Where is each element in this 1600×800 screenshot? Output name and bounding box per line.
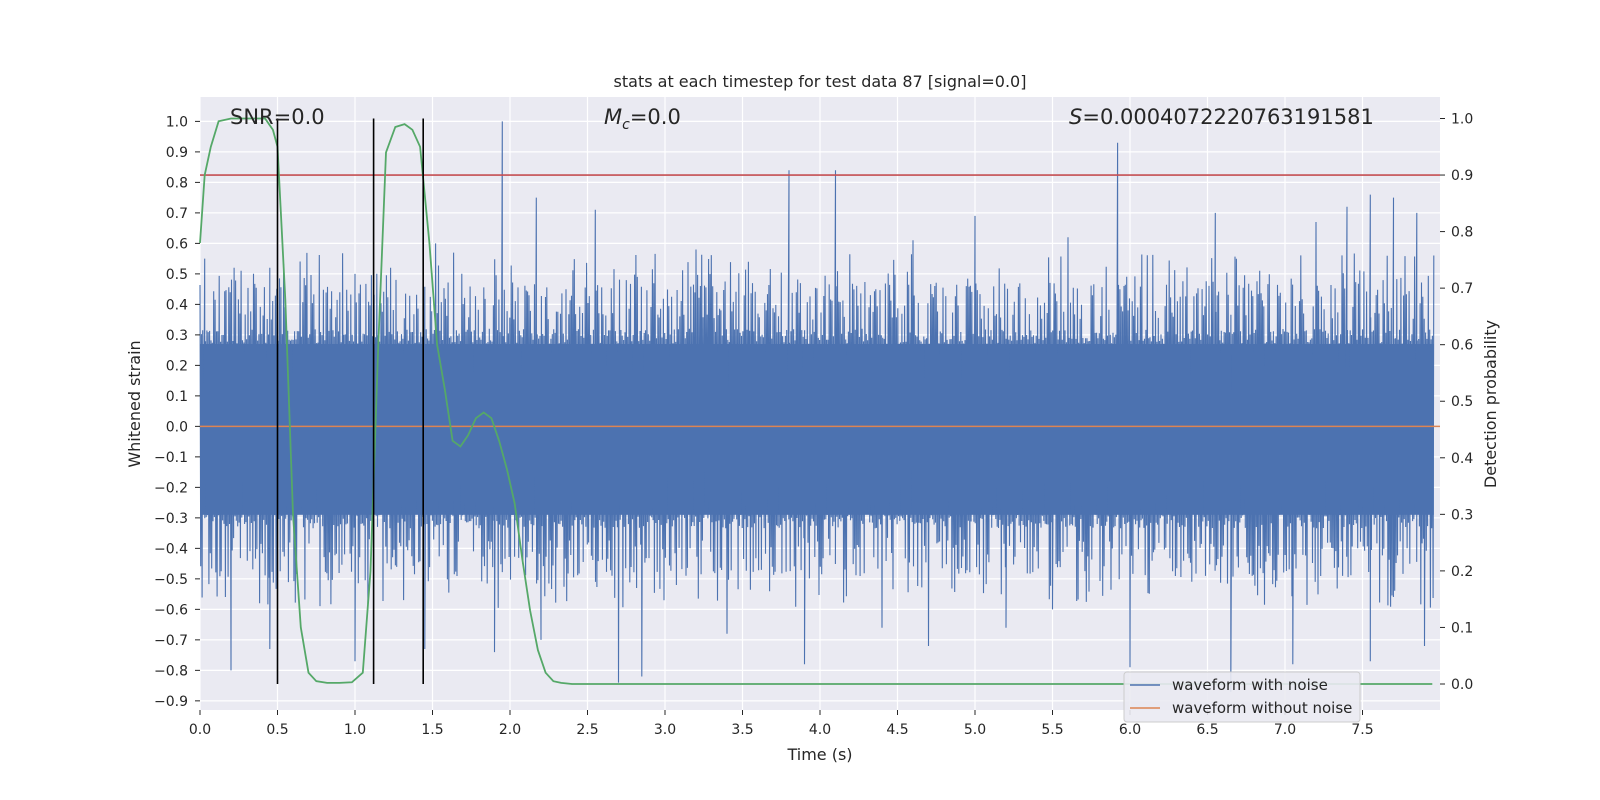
legend-box (1123, 671, 1361, 723)
chart-title: stats at each timestep for test data 87 … (614, 72, 1027, 91)
y-axis-label: Whitened strain (125, 340, 144, 467)
y2-axis-label: Detection probability (1481, 320, 1500, 488)
y-tick-label-14: 0.5 (166, 267, 188, 283)
x-axis-label: Time (s) (786, 745, 852, 764)
y2-tick-label-9: 0.9 (1451, 168, 1473, 184)
y-tick-label-9: 0.0 (166, 419, 188, 435)
snr-annotation: SNR=0.0 (230, 105, 325, 129)
series-detection-probability (199, 117, 1433, 685)
axis-ticks: 0.0 0.5 1.0 1.5 2.0 2.5 3.0 3.5 4.0 4.5 5.0 5.5 6.0 6… (154, 111, 1473, 738)
x-tick-label-14: 7.0 (1274, 722, 1296, 738)
y-tick-label-7: −0.2 (154, 480, 188, 496)
vertical-markers (276, 118, 425, 684)
y-tick-label-3: −0.6 (154, 602, 188, 618)
chirp-mass-subscript: c (622, 117, 630, 133)
x-tick-label-12: 6.0 (1119, 722, 1141, 738)
chirp-mass-value: =0.0 (630, 105, 681, 129)
y-tick-label-17: 0.8 (166, 175, 188, 191)
y2-tick-label-7: 0.7 (1451, 281, 1473, 297)
legend-label-clean: waveform without noise (1172, 699, 1352, 717)
y-tick-label-1: −0.8 (154, 663, 188, 679)
y-tick-label-13: 0.4 (166, 297, 188, 313)
x-tick-label-7: 3.5 (731, 722, 753, 738)
x-tick-label-5: 2.5 (576, 722, 598, 738)
y2-tick-label-8: 0.8 (1451, 225, 1473, 241)
x-tick-label-4: 2.0 (499, 722, 521, 738)
y-tick-label-16: 0.7 (166, 206, 188, 222)
x-tick-label-3: 1.5 (421, 722, 443, 738)
noise-waveform-line (199, 121, 1435, 692)
x-tick-label-1: 0.5 (266, 722, 288, 738)
y2-tick-label-2: 0.2 (1451, 564, 1473, 580)
y-tick-label-18: 0.9 (166, 145, 188, 161)
y-tick-label-8: −0.1 (154, 450, 188, 466)
x-tick-label-0: 0.0 (189, 722, 211, 738)
x-tick-label-6: 3.0 (654, 722, 676, 738)
score-symbol: S (1069, 105, 1082, 129)
y2-tick-label-10: 1.0 (1451, 111, 1473, 127)
y-tick-label-6: −0.3 (154, 511, 188, 527)
chirp-mass-symbol: M (604, 105, 622, 129)
score-value: =0.0004072220763191581 (1082, 105, 1374, 129)
y2-tick-label-6: 0.6 (1451, 338, 1473, 354)
y-tick-label-0: −0.9 (154, 694, 188, 710)
x-tick-label-9: 4.5 (886, 722, 908, 738)
x-tick-label-8: 4.0 (809, 722, 831, 738)
y2-tick-label-5: 0.5 (1451, 394, 1473, 410)
y2-tick-label-4: 0.4 (1451, 451, 1473, 467)
legend: waveform with noise waveform without noi… (1123, 671, 1361, 723)
y2-tick-label-0: 0.0 (1451, 677, 1473, 693)
x-tick-label-2: 1.0 (344, 722, 366, 738)
y2-tick-label-1: 0.1 (1451, 620, 1473, 636)
chirp-mass-annotation: Mc=0.0 (604, 105, 681, 133)
y2-tick-label-3: 0.3 (1451, 507, 1473, 523)
detection-probability-line (199, 117, 1433, 685)
x-tick-label-13: 6.5 (1196, 722, 1218, 738)
y-tick-label-19: 1.0 (166, 114, 188, 130)
y-tick-label-5: −0.4 (154, 541, 188, 557)
y-tick-label-11: 0.2 (166, 358, 188, 374)
x-tick-label-11: 5.5 (1041, 722, 1063, 738)
x-tick-label-10: 5.0 (964, 722, 986, 738)
y-tick-label-10: 0.1 (166, 389, 188, 405)
score-annotation: S=0.0004072220763191581 (1069, 105, 1374, 129)
y-tick-label-15: 0.6 (166, 236, 188, 252)
series-waveform-with-noise (199, 121, 1435, 692)
y-tick-label-12: 0.3 (166, 328, 188, 344)
y-tick-label-4: −0.5 (154, 572, 188, 588)
y-tick-label-2: −0.7 (154, 633, 188, 649)
x-tick-label-15: 7.5 (1351, 722, 1373, 738)
legend-label-noise: waveform with noise (1172, 676, 1328, 694)
